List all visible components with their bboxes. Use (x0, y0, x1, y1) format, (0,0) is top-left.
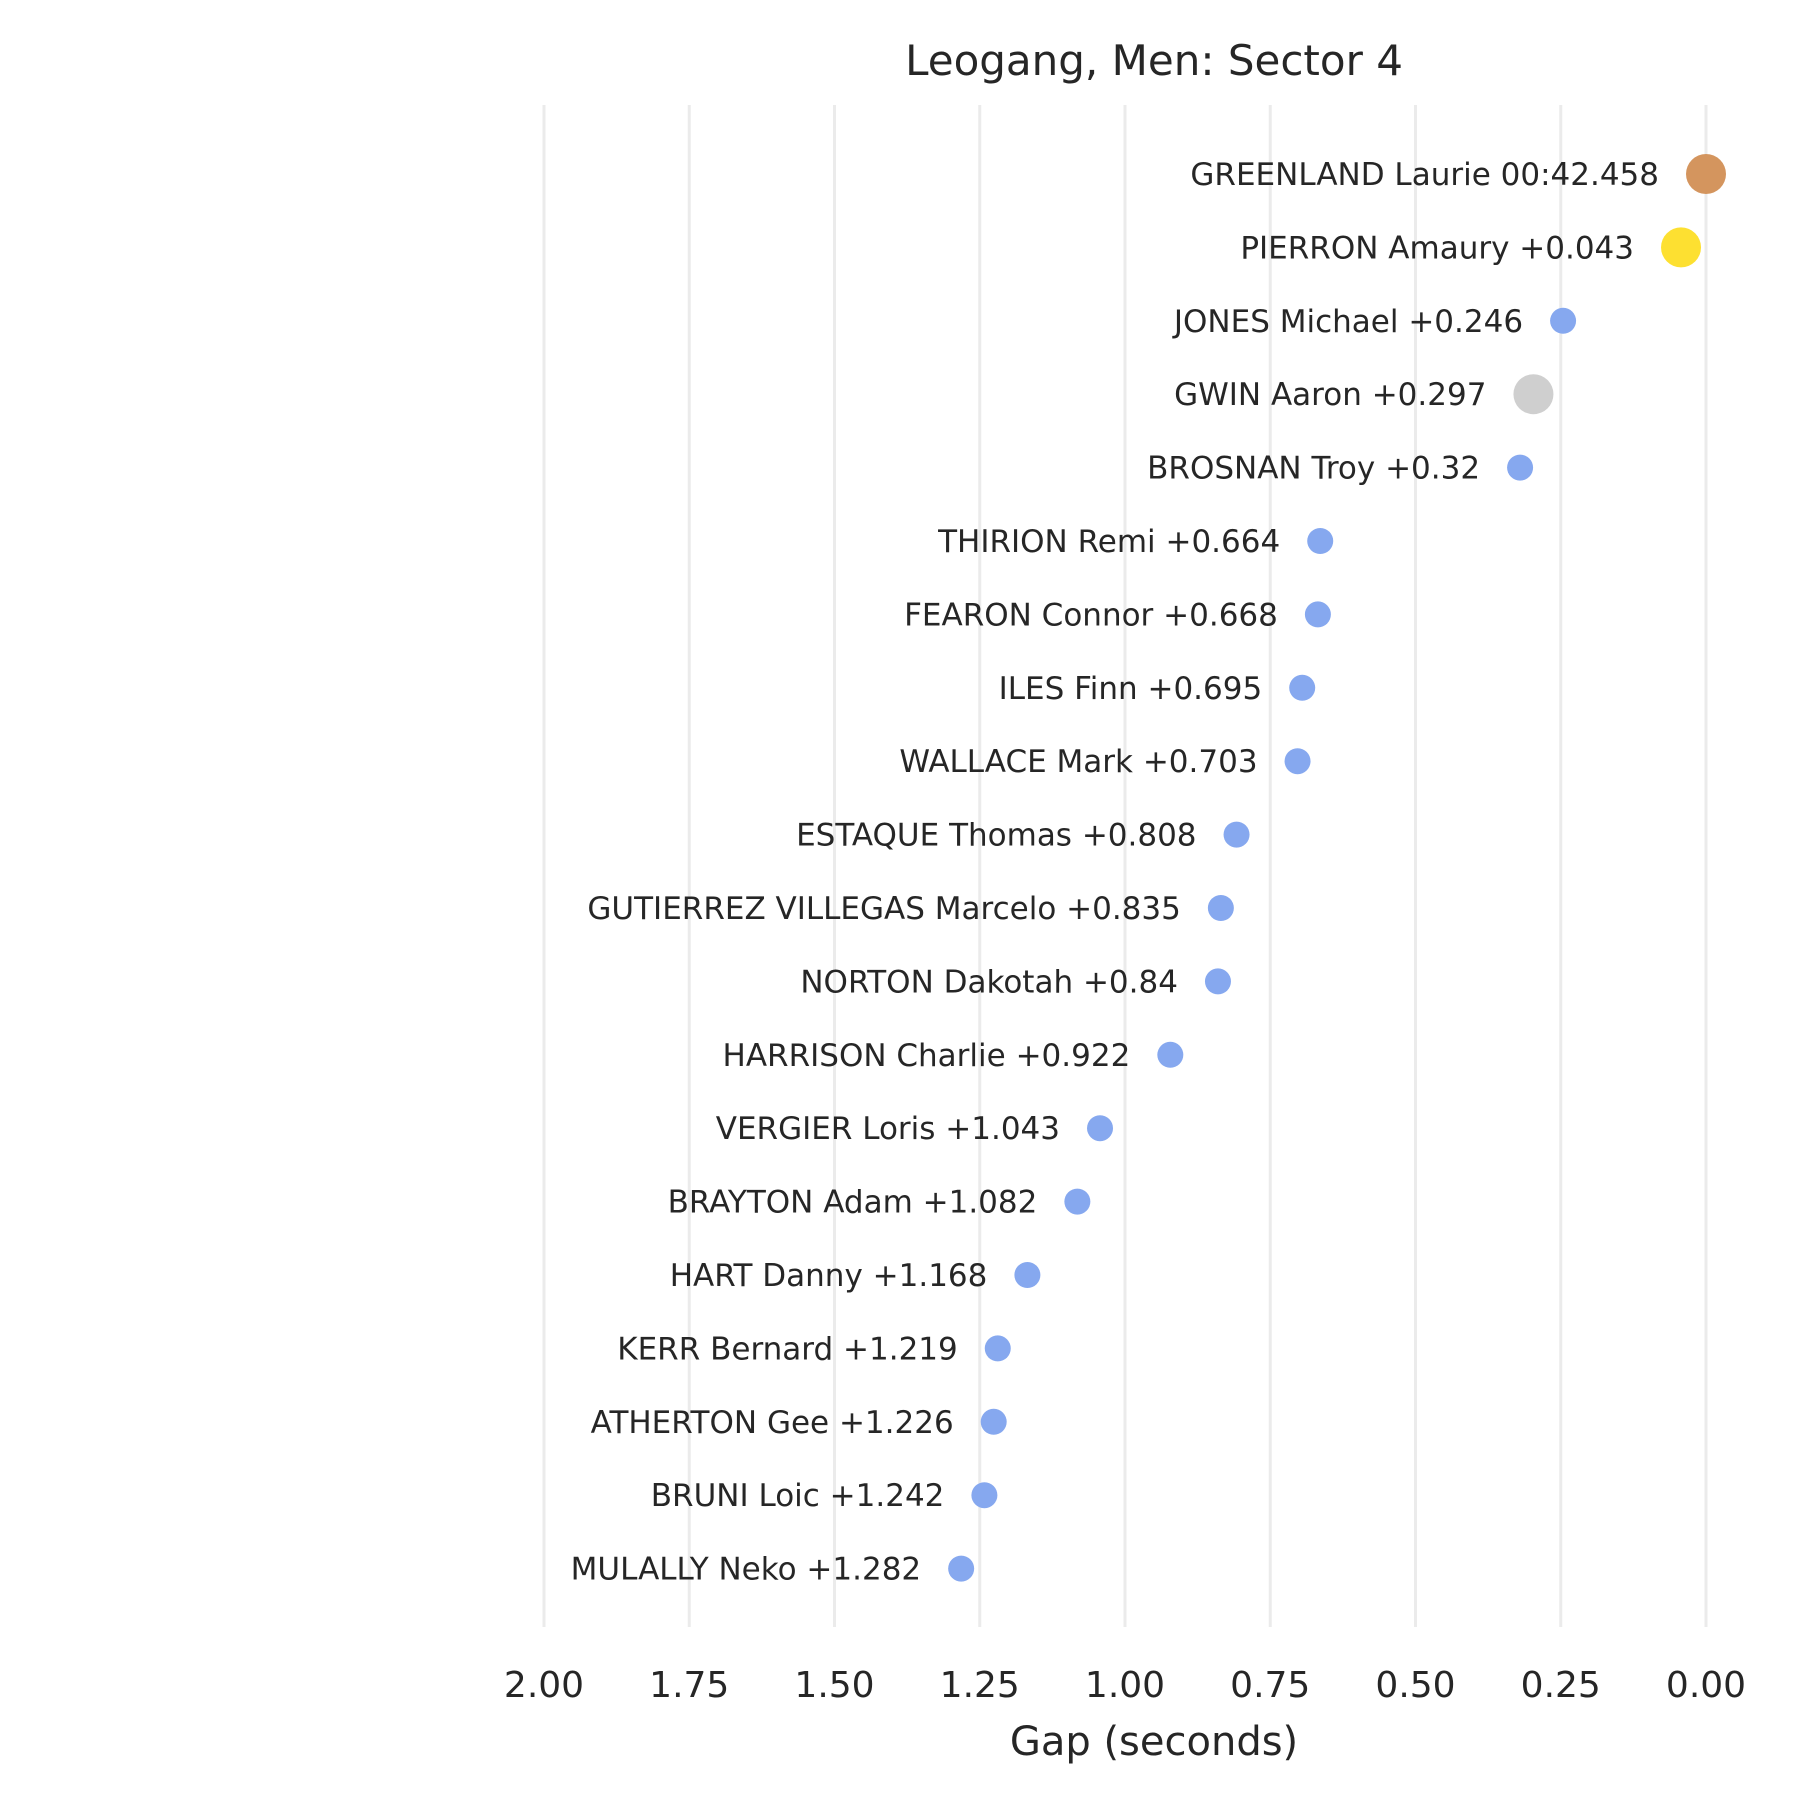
x-tick-label: 1.00 (1085, 1665, 1165, 1706)
rider-label: MULALLY Neko +1.282 (571, 1552, 922, 1588)
rider-label: THIRION Remi +0.664 (937, 524, 1280, 560)
rider-label: ATHERTON Gee +1.226 (591, 1405, 954, 1441)
rider-label: GREENLAND Laurie 00:42.458 (1190, 157, 1659, 193)
rider-label: HART Danny +1.168 (670, 1258, 988, 1294)
rider-point (1157, 1041, 1184, 1068)
rider-label: FEARON Connor +0.668 (904, 597, 1278, 633)
rider-point (1207, 895, 1234, 921)
rider-point (1507, 454, 1534, 481)
x-tick-label: 0.00 (1666, 1665, 1746, 1706)
x-axis-label: Gap (seconds) (1010, 1719, 1298, 1765)
rider-point (1014, 1262, 1041, 1288)
rider-label: GUTIERREZ VILLEGAS Marcelo +0.835 (587, 891, 1180, 927)
rider-point (1686, 154, 1726, 194)
rider-point (1204, 968, 1231, 995)
rider-point (1284, 748, 1311, 775)
rider-label: BROSNAN Troy +0.32 (1147, 451, 1480, 487)
rider-point (984, 1335, 1011, 1362)
rider-point (1661, 227, 1702, 268)
x-tick-label: 0.25 (1521, 1665, 1601, 1706)
rider-point (1550, 307, 1577, 334)
rider-point (980, 1408, 1007, 1435)
rider-label: VERGIER Loris +1.043 (716, 1111, 1060, 1147)
rider-label: BRAYTON Adam +1.082 (668, 1185, 1038, 1221)
rider-point (1307, 528, 1334, 554)
rider-point (971, 1482, 998, 1509)
rider-label: WALLACE Mark +0.703 (899, 744, 1257, 780)
x-tick-label: 1.25 (940, 1665, 1020, 1706)
rider-label: BRUNI Loic +1.242 (651, 1478, 945, 1514)
rider-point (948, 1555, 975, 1582)
x-tick-label: 2.00 (504, 1665, 584, 1706)
rider-point (1304, 601, 1331, 628)
rider-label: ILES Finn +0.695 (999, 671, 1263, 707)
x-axis-ticks: 2.00 1.75 1.50 1.25 1.00 0.75 0.50 0.25 0.00 (504, 1665, 1746, 1706)
rider-label: GWIN Aaron +0.297 (1174, 377, 1486, 413)
rider-point (1064, 1188, 1091, 1215)
data-points: GREENLAND Laurie 00:42.458 PIERRON Amaury… (571, 154, 1726, 1588)
x-tick-label: 1.50 (794, 1665, 874, 1706)
rider-point (1087, 1115, 1114, 1142)
gridlines (542, 105, 1708, 1627)
rider-label: ESTAQUE Thomas +0.808 (796, 818, 1196, 854)
x-tick-label: 0.75 (1230, 1665, 1310, 1706)
rider-label: NORTON Dakotah +0.84 (800, 964, 1178, 1000)
rider-label: KERR Bernard +1.219 (617, 1331, 958, 1367)
rider-point (1513, 374, 1554, 415)
x-tick-label: 0.50 (1375, 1665, 1455, 1706)
chart-title: Leogang, Men: Sector 4 (905, 36, 1403, 85)
rider-label: JONES Michael +0.246 (1172, 304, 1523, 340)
rider-label: HARRISON Charlie +0.922 (723, 1038, 1131, 1074)
x-tick-label: 1.75 (649, 1665, 729, 1706)
rider-label: PIERRON Amaury +0.043 (1240, 230, 1634, 266)
rider-point (1289, 674, 1316, 701)
rider-point (1223, 821, 1250, 848)
